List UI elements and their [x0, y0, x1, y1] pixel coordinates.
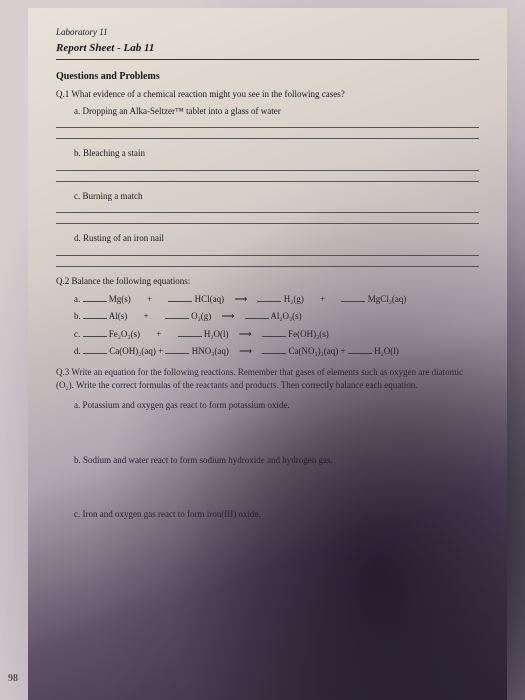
answer-line — [56, 257, 479, 267]
row-label: d. — [74, 346, 81, 356]
coefficient-blank — [178, 329, 202, 337]
product: Ca(NO₃)₂(aq) — [288, 346, 338, 356]
row-label: a. — [74, 294, 80, 304]
row-label: b. — [74, 311, 81, 321]
coefficient-blank — [165, 311, 189, 319]
q2-row-c: c. Fe₂O₃(s) + H₂O(l) ⟶ Fe(OH)₃(s) — [74, 328, 479, 341]
reaction-arrow-icon: ⟶ — [239, 345, 252, 358]
coefficient-blank — [348, 346, 372, 354]
reactant: HNO₃(aq) — [192, 346, 229, 356]
reactant: Ca(OH)₂(aq) — [109, 346, 156, 356]
q3-b: b. Sodium and water react to form sodium… — [74, 454, 479, 467]
reactant: H₂O(l) — [204, 329, 229, 339]
page-number: 98 — [8, 673, 18, 684]
coefficient-blank — [83, 294, 107, 302]
reactant: Fe₂O₃(s) — [109, 329, 140, 339]
product: H₂O(l) — [374, 346, 399, 356]
coefficient-blank — [262, 329, 286, 337]
answer-line — [56, 172, 479, 182]
coefficient-blank — [83, 311, 107, 319]
q1-d: d. Rusting of an iron nail — [74, 232, 479, 245]
coefficient-blank — [341, 294, 365, 302]
answer-line — [56, 118, 479, 128]
plus: + — [147, 294, 152, 304]
reactant: HCl(aq) — [195, 294, 225, 304]
lab-number: Laboratory 11 — [56, 26, 479, 39]
q2-prompt: Q.2 Balance the following equations: — [56, 275, 479, 288]
coefficient-blank — [245, 311, 269, 319]
q3-prompt: Q.3 Write an equation for the following … — [56, 366, 479, 391]
report-title: Report Sheet - Lab 11 — [56, 41, 479, 60]
section-heading: Questions and Problems — [56, 70, 479, 84]
reactant: Mg(s) — [109, 294, 131, 304]
coefficient-blank — [257, 294, 281, 302]
reaction-arrow-icon: ⟶ — [239, 328, 252, 341]
coefficient-blank — [168, 294, 192, 302]
row-label: c. — [74, 329, 80, 339]
answer-line — [56, 161, 479, 171]
product: MgCl₂(aq) — [368, 294, 407, 304]
q1-a: a. Dropping an Alka-Seltzer™ tablet into… — [74, 105, 479, 118]
coefficient-blank — [83, 329, 107, 337]
q1-prompt: Q.1 What evidence of a chemical reaction… — [56, 88, 479, 101]
product: H₂(g) — [284, 294, 304, 304]
q3-c: c. Iron and oxygen gas react to form iro… — [74, 508, 479, 521]
worksheet-page: Laboratory 11 Report Sheet - Lab 11 Ques… — [28, 8, 507, 700]
plus: + — [320, 294, 325, 304]
answer-line — [56, 214, 479, 224]
plus: + — [144, 311, 149, 321]
q3-a: a. Potassium and oxygen gas react to for… — [74, 399, 479, 412]
q2-row-a: a. Mg(s) + HCl(aq) ⟶ H₂(g) + MgCl₂(aq) — [74, 293, 479, 306]
product: Fe(OH)₃(s) — [288, 329, 329, 339]
q1-c: c. Burning a match — [74, 190, 479, 203]
q2-row-b: b. Al(s) + O₂(g) ⟶ Al₂O₃(s) — [74, 310, 479, 323]
q2-row-d: d. Ca(OH)₂(aq) + HNO₃(aq) ⟶ Ca(NO₃)₂(aq)… — [74, 345, 479, 358]
product: Al₂O₃(s) — [270, 311, 301, 321]
answer-line — [56, 129, 479, 139]
plus: + — [341, 346, 346, 356]
answer-line — [56, 246, 479, 256]
plus: + — [158, 346, 163, 356]
coefficient-blank — [83, 346, 107, 354]
reaction-arrow-icon: ⟶ — [234, 293, 247, 306]
q1-b: b. Bleaching a stain — [74, 147, 479, 160]
reactant: O₂(g) — [191, 311, 211, 321]
reactant: Al(s) — [109, 311, 128, 321]
answer-line — [56, 203, 479, 213]
coefficient-blank — [165, 346, 189, 354]
coefficient-blank — [262, 346, 286, 354]
reaction-arrow-icon: ⟶ — [221, 310, 234, 323]
plus: + — [156, 329, 161, 339]
